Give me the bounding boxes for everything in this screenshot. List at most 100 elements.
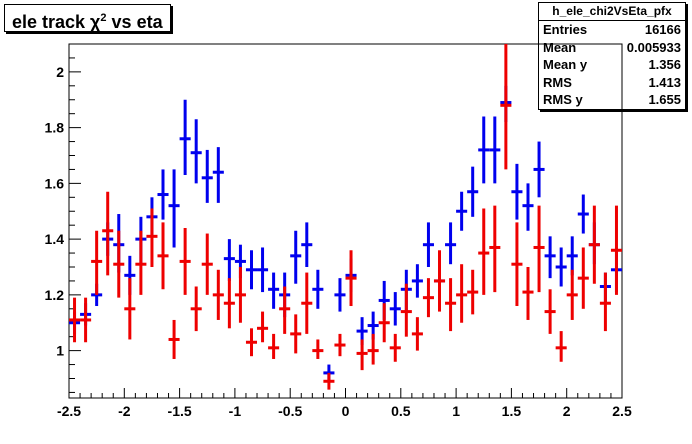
data-point-blue xyxy=(334,278,346,312)
data-point-blue xyxy=(445,222,457,265)
data-point-blue xyxy=(522,183,534,231)
stats-histogram-name: h_ele_chi2VsEta_pfx xyxy=(539,3,685,21)
data-point-red xyxy=(323,372,335,390)
data-point-red xyxy=(411,317,423,351)
x-tick-label: 0 xyxy=(342,403,350,419)
x-tick-label: -0.5 xyxy=(278,403,302,419)
y-tick-label: 1.4 xyxy=(45,231,65,247)
data-point-red xyxy=(456,264,468,323)
data-point-blue xyxy=(212,147,224,203)
y-tick-label: 1 xyxy=(56,343,64,359)
data-point-blue xyxy=(533,141,545,198)
x-tick-label: -1.5 xyxy=(168,403,192,419)
chart-title: ele track χ2 vs eta xyxy=(4,4,171,32)
stats-row: Entries 16166 xyxy=(539,21,685,39)
data-point-blue xyxy=(489,116,501,184)
data-point-red xyxy=(301,272,313,334)
stats-row: RMS 1.413 xyxy=(539,74,685,92)
data-point-blue xyxy=(157,169,169,220)
data-point-blue xyxy=(223,239,235,281)
data-point-red xyxy=(422,278,434,318)
data-point-blue xyxy=(577,194,589,234)
data-point-red xyxy=(135,230,147,295)
data-point-red xyxy=(588,205,600,284)
data-point-blue xyxy=(168,169,180,248)
stats-value: 1.655 xyxy=(648,92,681,108)
data-point-blue xyxy=(245,250,258,290)
data-point-blue xyxy=(290,230,302,284)
stats-box: h_ele_chi2VsEta_pfx Entries 16166 Mean 0.0… xyxy=(538,2,686,110)
data-point-red xyxy=(257,311,269,343)
data-point-red xyxy=(234,266,246,323)
stats-row: Mean y 1.356 xyxy=(539,56,685,74)
stats-label: RMS xyxy=(543,74,572,90)
data-point-red xyxy=(489,205,501,293)
data-point-blue xyxy=(268,272,280,309)
x-tick-label: 2 xyxy=(563,403,571,419)
data-point-blue xyxy=(467,166,479,217)
data-point-red xyxy=(102,191,114,276)
data-point-red xyxy=(555,331,567,362)
data-point-red xyxy=(544,289,556,334)
x-tick-label: -2 xyxy=(118,403,131,419)
x-tick-label: -1 xyxy=(229,403,242,419)
data-point-red xyxy=(511,222,523,307)
data-point-red xyxy=(334,333,346,357)
data-point-red xyxy=(168,319,180,359)
stats-value: 1.356 xyxy=(648,57,681,73)
data-point-red xyxy=(179,227,191,295)
data-point-red xyxy=(312,339,324,359)
data-point-red xyxy=(124,278,136,340)
data-point-blue xyxy=(389,292,401,326)
chart-title-rest: vs eta xyxy=(106,12,163,32)
chart-title-main: ele track χ xyxy=(12,12,101,32)
data-point-red xyxy=(345,250,357,307)
data-point-blue xyxy=(301,222,313,267)
data-point-blue xyxy=(566,236,578,276)
y-tick-label: 1.8 xyxy=(45,120,65,136)
data-point-red xyxy=(522,266,534,320)
stats-label: RMS y xyxy=(543,92,583,108)
data-point-red xyxy=(500,44,512,170)
data-point-red xyxy=(400,283,412,337)
stats-value: 16166 xyxy=(644,22,681,37)
data-point-blue xyxy=(422,222,434,267)
data-point-red xyxy=(223,278,235,329)
data-point-red xyxy=(245,328,258,357)
x-tick-label: 2.5 xyxy=(612,403,632,419)
data-point-blue xyxy=(478,116,490,184)
data-point-red xyxy=(478,208,490,295)
data-point-blue xyxy=(511,163,523,220)
data-point-red xyxy=(610,205,622,295)
data-point-red xyxy=(577,247,589,309)
data-point-blue xyxy=(312,269,324,309)
data-point-red xyxy=(146,208,158,267)
data-point-blue xyxy=(456,191,468,231)
stats-label: Mean y xyxy=(543,57,588,73)
data-point-blue xyxy=(544,236,556,279)
y-tick-label: 2 xyxy=(56,64,64,80)
data-point-blue xyxy=(411,264,423,298)
data-point-blue xyxy=(257,247,269,293)
y-tick-label: 1.6 xyxy=(45,175,65,191)
data-point-red xyxy=(389,333,401,362)
data-point-red xyxy=(367,333,379,365)
stats-value: 1.413 xyxy=(648,74,681,90)
stats-value: 0.005933 xyxy=(626,39,681,55)
stats-label: Mean xyxy=(543,39,577,55)
data-point-red xyxy=(599,272,611,332)
data-point-red xyxy=(201,233,213,295)
data-point-red xyxy=(445,278,457,332)
stats-label: Entries xyxy=(543,22,588,37)
data-point-red xyxy=(268,333,280,359)
data-point-red xyxy=(113,230,125,298)
stats-row: Mean 0.005933 xyxy=(539,39,685,57)
data-point-blue xyxy=(201,149,213,203)
x-tick-label: 0.5 xyxy=(391,403,411,419)
data-point-red xyxy=(356,339,368,371)
y-tick-label: 1.2 xyxy=(45,287,65,303)
data-point-red xyxy=(190,286,202,332)
data-point-red xyxy=(378,303,390,343)
data-point-red xyxy=(467,269,479,315)
